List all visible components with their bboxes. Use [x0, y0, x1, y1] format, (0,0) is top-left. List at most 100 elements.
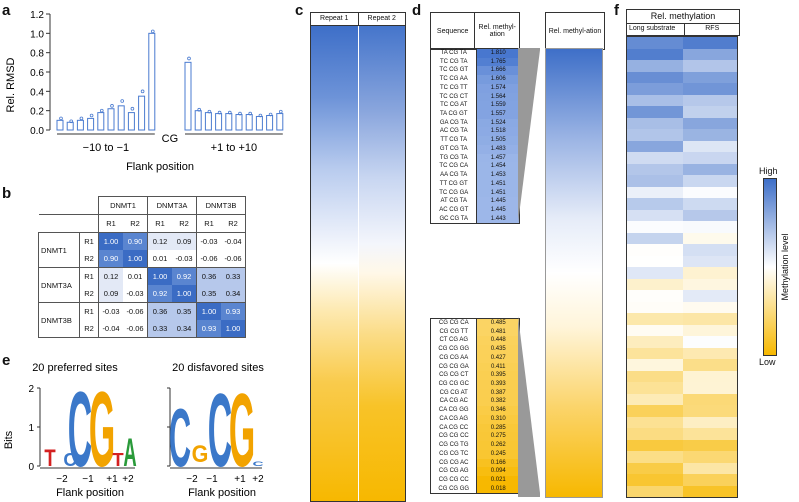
correlation-matrix: DNMT1 DNMT3A DNMT3B R1 R2 R1 R2 R1 R2 DNMT1 R1 1.00…: [38, 196, 246, 338]
rep-row-label: R2: [79, 285, 99, 303]
long-substrate-cell: [627, 37, 683, 49]
rep-header: R1: [98, 214, 123, 233]
heatmap-row: [627, 198, 737, 210]
logo-letter: C: [208, 373, 232, 489]
heatmap-row: [627, 106, 737, 118]
replicate-point: [228, 110, 232, 115]
bar: [204, 112, 212, 131]
correlation-cell: 0.12: [98, 267, 123, 285]
sequence-row: CG CG AA 0.427: [431, 353, 519, 363]
replicate-point: [120, 99, 124, 103]
methylation-value: 1.454: [477, 162, 519, 172]
methylation-value: 0.427: [477, 353, 519, 363]
heatmap-row: [627, 140, 737, 152]
y-tick-label: 1.2: [30, 10, 44, 21]
sequence-logos: 20 preferred sites 20 disfavored sites B…: [3, 362, 264, 499]
y-tick-label: 0.2: [30, 107, 44, 118]
long-substrate-cell: [627, 278, 683, 290]
heatmap-row: [627, 221, 737, 233]
logo-letter: G: [192, 440, 209, 467]
y-tick-label: 0.6: [30, 68, 44, 79]
heatmap-row: [627, 175, 737, 187]
replicate-heatmap: Repeat 1 Repeat 2: [310, 12, 406, 502]
correlation-cell: 1.00: [123, 250, 148, 268]
rfs-cell: [683, 209, 737, 221]
y-tick-label: 1.0: [30, 29, 44, 40]
heatmap-row: [627, 94, 737, 106]
methylation-value: 0.448: [477, 336, 519, 346]
methylation-bar-header: Rel. methyl-ation: [545, 12, 605, 50]
methylation-value: 0.387: [477, 388, 519, 398]
methylation-value: 0.285: [477, 423, 519, 433]
bar: [255, 115, 263, 131]
disfavored-sites-title: 20 disfavored sites: [172, 362, 264, 374]
sequence: TC CG GA: [431, 188, 478, 198]
preferred-sites-title: 20 preferred sites: [32, 362, 118, 374]
sequence-row: AC CG TA 1.518: [431, 127, 519, 137]
rfs-cell: [683, 83, 737, 95]
sequence-row: TC CG CT 1.564: [431, 92, 519, 102]
panel-letter-d: d: [412, 2, 422, 19]
correlation-cell: 1.00: [221, 320, 246, 338]
y-tick-label: 0.4: [30, 87, 44, 98]
bar: [276, 113, 284, 131]
rep-row-label: R1: [79, 302, 99, 320]
heatmap-row: [627, 278, 737, 290]
y-axis-label: Rel. RMSD: [5, 57, 17, 112]
bar: [76, 119, 84, 131]
rfs-cell: [683, 474, 737, 486]
sequence: CG CG AG: [431, 467, 478, 476]
bar: [184, 61, 192, 131]
replicate-point: [59, 116, 63, 121]
methylation-value: 1.524: [477, 118, 519, 128]
logo-x-tick-label: −2: [186, 474, 198, 485]
rfs-cell: [683, 428, 737, 440]
heatmap-row: [627, 451, 737, 463]
correlation-cell: 0.35: [196, 285, 221, 303]
repeat-1-column: [311, 26, 359, 501]
logo-x-tick-label: +1: [106, 474, 118, 485]
rfs-cell: [683, 336, 737, 348]
methylation-value: 1.453: [477, 171, 519, 180]
rfs-cell: [683, 439, 737, 451]
logo-x-tick-label: −1: [82, 474, 94, 485]
bar: [245, 114, 253, 131]
group-label-cg: CG: [162, 133, 179, 145]
replicate-point: [217, 110, 222, 115]
heatmap-row: [627, 393, 737, 405]
correlation-cell: -0.03: [196, 232, 221, 250]
rfs-cell: [683, 60, 737, 72]
replicate-point: [89, 113, 94, 118]
replicate-point: [197, 107, 202, 112]
heatmap-row: [627, 129, 737, 141]
sequence-row: AA CG TA 1.453: [431, 171, 519, 180]
heatmap-row: [627, 244, 737, 256]
long-substrate-cell: [627, 451, 683, 463]
bar: [225, 113, 233, 131]
correlation-cell: -0.03: [123, 285, 148, 303]
correlation-cell: -0.04: [221, 232, 246, 250]
legend-title: Methylation level: [780, 233, 790, 301]
heatmap-row: [627, 290, 737, 302]
sequence: TC CG TA: [431, 57, 478, 67]
rfs-cell: [683, 451, 737, 463]
correlation-cell: -0.03: [98, 302, 123, 320]
replicate-point: [151, 29, 155, 34]
sequence: TC CG GT: [431, 66, 478, 76]
logo-x-tick-label: +2: [122, 474, 134, 485]
sequence: CG CG AA: [431, 353, 478, 363]
relative-methylation-header: Rel. methyl-ation: [478, 24, 516, 38]
sequence-row: TC CG TA 1.765: [431, 57, 519, 67]
sequence: CG CG CA: [431, 319, 478, 328]
panel-letter-b: b: [2, 185, 12, 202]
long-substrate-cell: [627, 163, 683, 175]
correlation-cell: -0.04: [98, 320, 123, 338]
rfs-header: RFS: [705, 25, 720, 32]
heatmap-row: [627, 83, 737, 95]
correlation-cell: 0.35: [172, 302, 197, 320]
sequence: CG CG TT: [431, 327, 478, 337]
long-substrate-cell: [627, 359, 683, 371]
legend-colorbar: [763, 178, 777, 356]
long-substrate-cell: [627, 106, 683, 118]
logo-x-tick-label: −2: [56, 474, 68, 485]
